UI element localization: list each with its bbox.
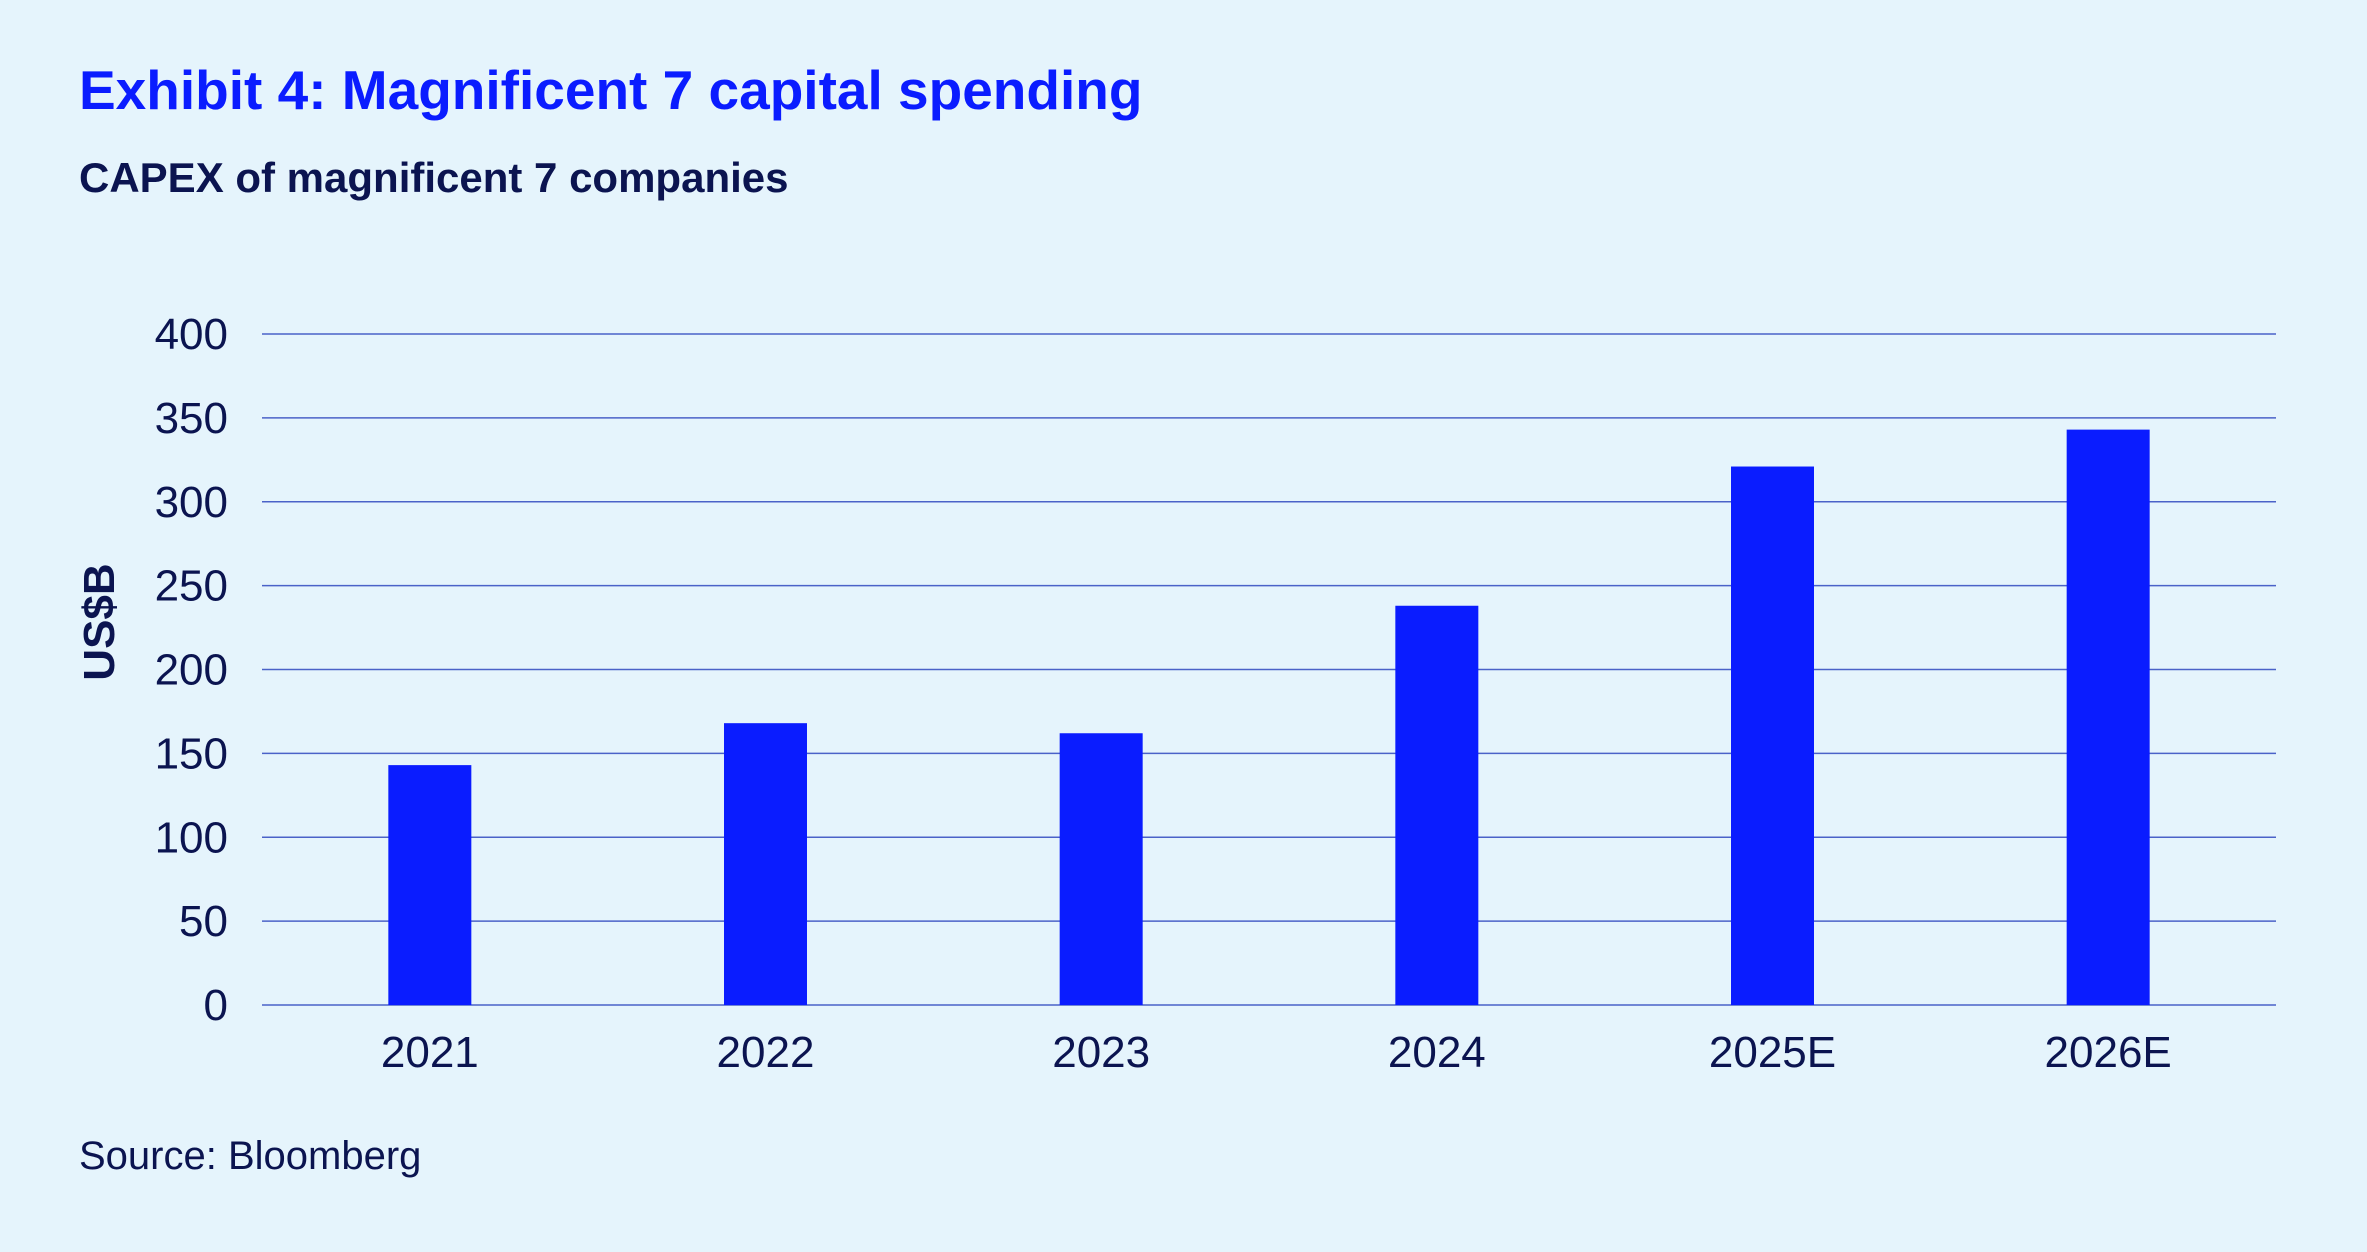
y-tick-label: 300: [155, 478, 228, 527]
y-tick-label: 250: [155, 562, 228, 611]
bars: [388, 429, 2150, 1006]
bar-2025e: [1731, 466, 1814, 1006]
gridlines: [262, 333, 2276, 1006]
bar-2023: [1059, 733, 1143, 1005]
y-tick-label: 400: [155, 310, 228, 359]
x-tick-label: 2021: [381, 1028, 479, 1077]
bar-2022: [724, 723, 807, 1005]
y-axis-label: US$B: [75, 563, 124, 680]
y-axis-ticks: 0 50 100 150 200 250 300 350 400: [155, 310, 228, 1030]
x-tick-label: 2023: [1052, 1028, 1150, 1077]
y-tick-label: 200: [155, 646, 228, 695]
x-axis-ticks: 2021 2022 2023 2024 2025E 2026E: [381, 1028, 2172, 1077]
x-tick-label: 2025E: [1709, 1028, 1836, 1077]
y-tick-label: 0: [204, 981, 228, 1030]
y-tick-label: 350: [155, 394, 228, 443]
y-tick-label: 100: [155, 813, 228, 862]
chart-subtitle: CAPEX of magnificent 7 companies: [79, 154, 789, 201]
bar-2024: [1395, 605, 1479, 1005]
bar-2021: [388, 765, 472, 1005]
y-tick-label: 50: [179, 897, 228, 946]
chart-title: Exhibit 4: Magnificent 7 capital spendin…: [79, 59, 1143, 121]
x-tick-label: 2026E: [2045, 1028, 2172, 1077]
x-tick-label: 2022: [717, 1028, 815, 1077]
y-tick-label: 150: [155, 729, 228, 778]
x-tick-label: 2024: [1388, 1028, 1486, 1077]
source-note: Source: Bloomberg: [79, 1134, 422, 1178]
bar-2026e: [2066, 429, 2150, 1005]
